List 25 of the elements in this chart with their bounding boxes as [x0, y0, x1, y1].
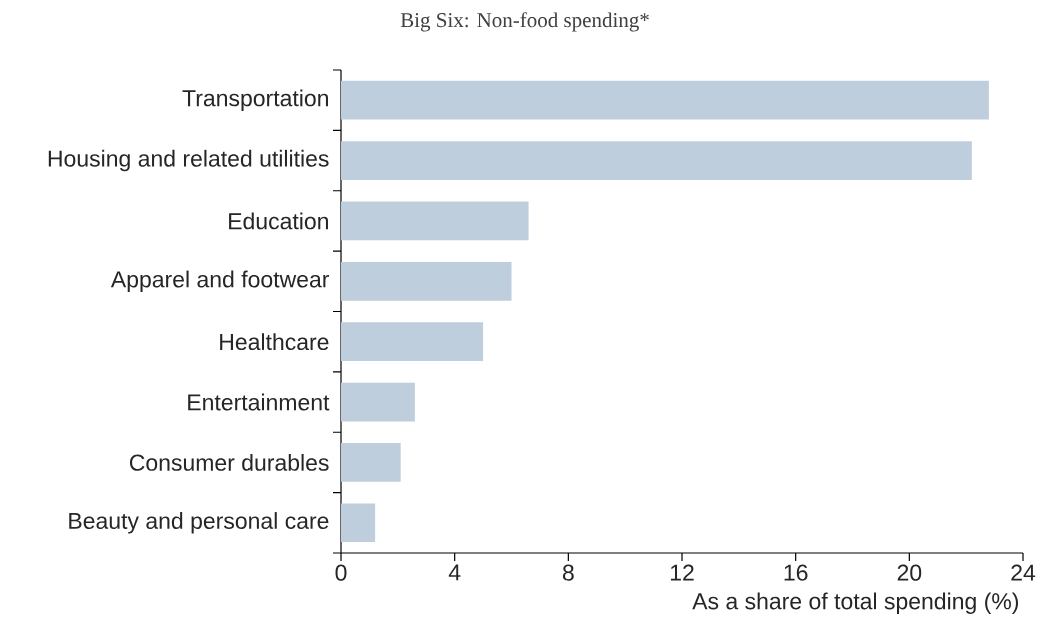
y-tick-label: Apparel and footwear [110, 270, 330, 293]
bar [341, 261, 512, 301]
x-tick-label: 8 [562, 564, 574, 581]
x-tick-label: 12 [670, 564, 694, 581]
y-tick-label: Education [229, 212, 328, 230]
bar [341, 201, 529, 241]
y-tick-label: Housing and related utilities [48, 149, 329, 172]
x-tick-label: 24 [1011, 564, 1036, 581]
x-tick-label: 0 [335, 564, 347, 581]
y-tick-label: Beauty and personal care [69, 512, 329, 534]
bar [341, 141, 972, 180]
x-tick-label: 16 [784, 564, 808, 581]
y-tick-label: Consumer durables [129, 453, 329, 471]
bar [341, 382, 415, 422]
y-tick-label: Entertainment [188, 393, 330, 411]
bar [341, 322, 484, 361]
bar [341, 503, 376, 543]
y-tick-label: Healthcare [220, 333, 329, 351]
bar [341, 80, 989, 120]
bar [341, 443, 401, 482]
y-tick-label: Transportation [182, 89, 328, 111]
x-tick-label: 4 [448, 564, 461, 581]
x-tick-label: 20 [897, 564, 922, 581]
chart-title: Big Six: Non-food spending* [400, 12, 649, 32]
x-axis-title: As a share of total spending (%) [692, 592, 1019, 614]
